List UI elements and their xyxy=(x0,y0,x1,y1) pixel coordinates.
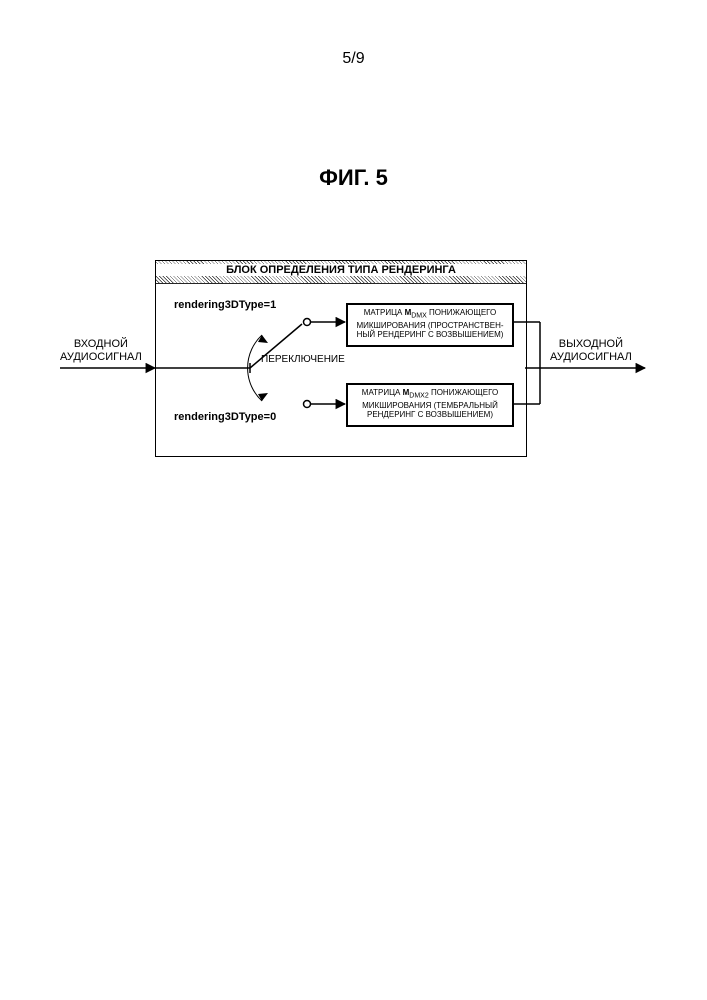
page-number: 5/9 xyxy=(0,50,707,68)
block-header-text: БЛОК ОПРЕДЕЛЕНИЯ ТИПА РЕНДЕРИНГА xyxy=(156,264,526,276)
block-header-span: БЛОК ОПРЕДЕЛЕНИЯ ТИПА РЕНДЕРИНГА xyxy=(222,264,460,276)
wiring-svg xyxy=(0,260,707,490)
switch-terminal-0 xyxy=(304,401,311,408)
figure-title: ФИГ. 5 xyxy=(0,165,707,191)
switch-arm xyxy=(250,324,302,368)
switch-arc-arrow-down xyxy=(258,393,268,401)
switch-arc-arrow-up xyxy=(258,335,268,343)
page: 5/9 ФИГ. 5 ВХОДНОЙ АУДИОСИГНАЛ ВЫХОДНОЙ … xyxy=(0,0,707,1000)
diagram-area: ВХОДНОЙ АУДИОСИГНАЛ ВЫХОДНОЙ АУДИОСИГНАЛ… xyxy=(0,260,707,490)
switch-terminal-1 xyxy=(304,319,311,326)
